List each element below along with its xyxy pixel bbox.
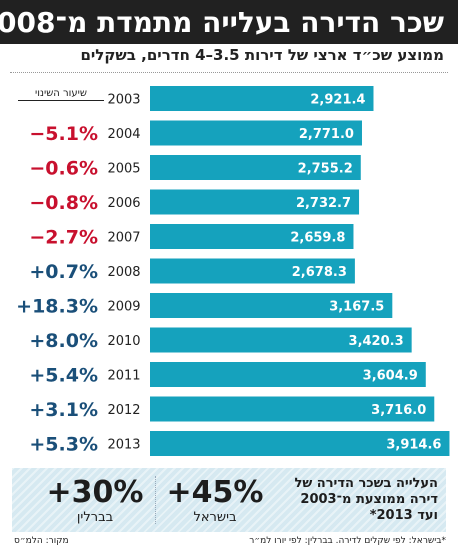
value-label-2005: 2,755.2 — [298, 162, 353, 177]
change-column-header: שיעור השינוי — [18, 88, 104, 101]
value-label-2010: 3,420.3 — [349, 334, 404, 349]
year-label-2009: 2009 — [107, 300, 140, 315]
year-label-2013: 2013 — [107, 438, 140, 453]
year-label-2007: 2007 — [107, 231, 140, 246]
bar-2005 — [150, 155, 361, 180]
bar-2010 — [150, 327, 412, 353]
bar-2008 — [150, 258, 355, 284]
chart-title: שכר הדירה בעלייה מתמדת מ־2008 — [0, 5, 444, 39]
value-label-2004: 2,771.0 — [299, 127, 354, 142]
value-label-2007: 2,659.8 — [290, 231, 345, 246]
year-label-2010: 2010 — [107, 334, 140, 349]
bar-2012 — [150, 396, 435, 422]
change-label-2005: −0.6% — [29, 158, 98, 180]
divider — [10, 72, 448, 73]
value-label-2008: 2,678.3 — [292, 265, 347, 280]
change-label-2010: +8.0% — [29, 330, 98, 352]
change-label-2004: −5.1% — [29, 123, 98, 145]
summary-text: העלייה בשכר הדירה של דירה ממוצעת מ־2003 … — [294, 476, 438, 523]
footnote: *בישראל: לפי שקלים לדירה. בברלין: לפי יו… — [249, 536, 446, 546]
bar-2006 — [150, 189, 360, 215]
change-label-2007: −2.7% — [29, 227, 98, 249]
value-label-2012: 3,716.0 — [371, 403, 426, 418]
israel-label: בישראל — [193, 510, 237, 525]
year-label-2011: 2011 — [107, 369, 140, 384]
change-label-2011: +5.4% — [29, 365, 98, 387]
berlin-label: בברלין — [76, 510, 114, 525]
bar-2003 — [150, 86, 374, 111]
value-label-2011: 3,604.9 — [363, 369, 418, 384]
value-label-2003: 2,921.4 — [310, 93, 365, 108]
berlin-stat: +30% בברלין — [40, 476, 150, 526]
chart-subtitle: ממוצע שכ״ד ארצי של דירות 3.5–4 חדרים, בש… — [80, 46, 444, 64]
bar-2011 — [150, 362, 426, 387]
value-label-2006: 2,732.7 — [296, 196, 351, 211]
berlin-value: +30% — [46, 475, 144, 510]
value-label-2009: 3,167.5 — [329, 300, 384, 315]
bar-chart: 2,921.4 2003 2,771.0 2004 −5.1% 2,755.2 2005 −0… — [16, 86, 450, 456]
bar-2013 — [150, 431, 450, 456]
title-bar: שכר הדירה בעלייה מתמדת מ־2008 — [0, 0, 458, 44]
summary-box: העלייה בשכר הדירה של דירה ממוצעת מ־2003 … — [12, 468, 446, 532]
year-label-2012: 2012 — [107, 403, 140, 418]
change-label-2008: +0.7% — [29, 261, 98, 283]
source-note: מקור: הלמ״ס — [14, 536, 69, 546]
change-label-2012: +3.1% — [29, 399, 98, 421]
year-label-2004: 2004 — [107, 127, 140, 142]
change-label-2009: +18.3% — [16, 296, 98, 318]
year-label-2005: 2005 — [107, 162, 140, 177]
summary-divider — [155, 476, 156, 524]
israel-stat: +45% בישראל — [160, 476, 270, 526]
bar-2009 — [150, 293, 393, 318]
change-label-2006: −0.8% — [29, 192, 98, 214]
change-label-2013: +5.3% — [29, 434, 98, 456]
bar-2004 — [150, 120, 362, 146]
bar-2007 — [150, 224, 354, 249]
year-label-2006: 2006 — [107, 196, 140, 211]
year-label-2003: 2003 — [107, 93, 140, 108]
year-label-2008: 2008 — [107, 265, 140, 280]
value-label-2013: 3,914.6 — [386, 438, 441, 453]
israel-value: +45% — [166, 475, 264, 510]
